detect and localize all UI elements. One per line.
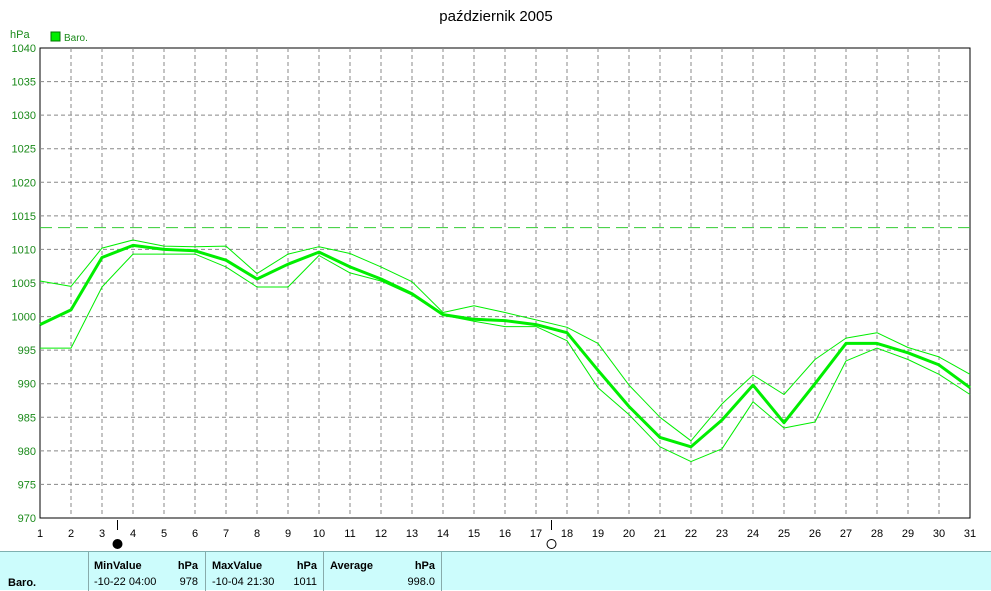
avg-value: 998.0	[407, 576, 435, 588]
full-moon-marker	[546, 539, 557, 549]
series-average-line	[39, 243, 971, 449]
x-tick-label: 29	[902, 528, 914, 540]
legend-label: Baro.	[64, 33, 88, 44]
chart-title: październik 2005	[439, 8, 552, 25]
x-tick-label: 22	[685, 528, 697, 540]
y-tick-label: 970	[18, 513, 36, 525]
y-tick-label: 1040	[12, 43, 36, 55]
x-tick-label: 13	[406, 528, 418, 540]
y-tick-label: 995	[18, 345, 36, 357]
x-tick-label: 19	[592, 528, 604, 540]
avg-cell: Average hPa 998.0	[324, 552, 442, 591]
x-tick-label: 15	[468, 528, 480, 540]
x-tick-label: 18	[561, 528, 573, 540]
max-cell: MaxValue hPa -10-04 21:30 1011	[206, 552, 324, 591]
series-min-line	[40, 253, 971, 463]
y-tick-label: 1030	[12, 110, 36, 122]
x-tick-label: 2	[68, 528, 74, 540]
series-lines	[39, 227, 971, 463]
max-unit: hPa	[296, 560, 317, 572]
x-tick-label: 10	[313, 528, 325, 540]
stats-row-label: Baro.	[8, 577, 37, 589]
x-tick-label: 12	[375, 528, 387, 540]
max-header: MaxValue	[212, 560, 263, 572]
y-tick-label: 975	[18, 479, 36, 491]
y-tick-label: 1005	[12, 278, 36, 290]
series-max-line	[39, 239, 971, 442]
x-tick-label: 3	[99, 528, 105, 540]
grid	[39, 47, 971, 519]
legend-swatch	[50, 31, 61, 42]
x-tick-label: 24	[747, 528, 759, 540]
y-tick-label: 980	[18, 446, 36, 458]
markers	[112, 520, 557, 549]
x-tick-label: 8	[254, 528, 260, 540]
max-value: 1011	[293, 576, 317, 588]
min-header: MinValue	[94, 560, 142, 572]
y-axis-unit: hPa	[10, 29, 30, 41]
y-ticks: 970 975 980 985 990 995 1000 1005 1010 1015 1020 10…	[12, 43, 36, 525]
avg-unit: hPa	[414, 560, 435, 572]
x-tick-label: 21	[654, 528, 666, 540]
y-tick-label: 1000	[12, 312, 36, 324]
y-tick-label: 990	[18, 379, 36, 391]
x-tick-label: 17	[530, 528, 542, 540]
stats-label-cell: Baro.	[0, 552, 89, 591]
x-tick-label: 7	[223, 528, 229, 540]
y-tick-label: 1015	[12, 211, 36, 223]
x-tick-label: 4	[130, 528, 136, 540]
y-tick-label: 1025	[12, 144, 36, 156]
x-tick-label: 6	[192, 528, 198, 540]
x-tick-label: 20	[623, 528, 635, 540]
new-moon-marker	[112, 539, 123, 549]
x-tick-label: 30	[933, 528, 945, 540]
x-tick-label: 31	[964, 528, 976, 540]
avg-header: Average	[330, 560, 374, 572]
x-tick-label: 27	[840, 528, 852, 540]
min-value: 978	[179, 576, 198, 588]
x-tick-label: 11	[344, 528, 355, 540]
x-tick-label: 26	[809, 528, 821, 540]
x-tick-label: 9	[285, 528, 291, 540]
x-tick-label: 16	[499, 528, 511, 540]
x-tick-label: 1	[37, 528, 43, 540]
min-cell: MinValue hPa -10-22 04:00 978	[89, 552, 206, 591]
x-tick-label: 5	[161, 528, 167, 540]
x-tick-label: 28	[871, 528, 883, 540]
max-date: -10-04 21:30	[212, 576, 275, 588]
y-tick-label: 1010	[12, 244, 36, 256]
min-unit: hPa	[177, 560, 198, 572]
min-date: -10-22 04:00	[94, 576, 157, 588]
y-tick-label: 1035	[12, 77, 36, 89]
x-ticks: 1 2 3 4 5 6 7 8 9 10 11 12 13 14 15 16 17 18 19 20 21 22 23 24 2…	[37, 528, 976, 540]
x-tick-label: 14	[437, 528, 449, 540]
y-tick-label: 1020	[12, 177, 36, 189]
y-tick-label: 985	[18, 412, 36, 424]
x-tick-label: 23	[716, 528, 728, 540]
x-tick-label: 25	[778, 528, 790, 540]
stats-table: Baro. MinValue hPa -10-22 04:00 978 MaxV…	[0, 551, 991, 591]
barometer-chart: październik 2005 hPa Baro. 9709759809859…	[10, 8, 976, 549]
